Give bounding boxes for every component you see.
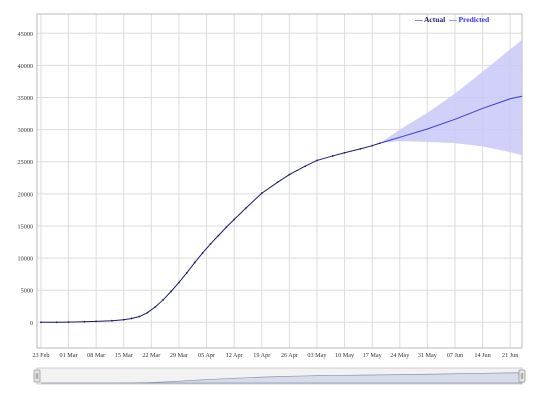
y-tick-label: 40000: [18, 63, 33, 70]
actual-point[interactable]: [162, 298, 165, 301]
y-tick-label: 35000: [18, 95, 33, 102]
actual-point[interactable]: [146, 311, 149, 314]
actual-point[interactable]: [185, 271, 188, 274]
x-tick-label: 31 May: [418, 352, 438, 359]
x-tick-label: 29 Mar: [170, 352, 188, 359]
actual-point[interactable]: [359, 147, 362, 150]
actual-point[interactable]: [343, 151, 346, 154]
x-tick-label: 07 Jun: [447, 352, 463, 359]
actual-point[interactable]: [316, 159, 318, 162]
actual-point[interactable]: [130, 317, 133, 320]
y-tick-label: 15000: [18, 223, 33, 230]
actual-point[interactable]: [154, 305, 157, 308]
plot-border: [36, 13, 523, 349]
actual-point[interactable]: [288, 173, 291, 176]
x-tick-label: 01 Mar: [60, 352, 78, 359]
x-tick-label: 05 Apr: [198, 352, 215, 359]
y-tick-label: 5000: [21, 288, 33, 295]
navigator-series: [40, 372, 523, 384]
y-tick-label: 20000: [18, 191, 33, 198]
actual-point[interactable]: [217, 234, 220, 237]
actual-point[interactable]: [201, 252, 204, 254]
navigator-left-handle[interactable]: [33, 369, 41, 383]
y-tick-label: 25000: [18, 159, 33, 166]
x-tick-label: 24 May: [390, 352, 410, 359]
y-tick-label: 30000: [18, 127, 33, 134]
actual-point[interactable]: [233, 218, 236, 221]
legend-item-actual[interactable]: — Actual: [415, 15, 446, 24]
x-tick-label: 22 Mar: [142, 352, 160, 359]
actual-series-line: [40, 142, 381, 323]
actual-point[interactable]: [55, 321, 58, 324]
actual-point[interactable]: [371, 144, 374, 147]
y-tick-label: 0: [30, 320, 33, 327]
actual-point[interactable]: [225, 226, 228, 229]
actual-point[interactable]: [67, 321, 70, 324]
actual-point[interactable]: [170, 290, 172, 293]
actual-point[interactable]: [276, 181, 279, 184]
actual-point[interactable]: [331, 155, 334, 157]
actual-point[interactable]: [260, 192, 263, 195]
x-tick-label: 19 Apr: [253, 352, 270, 359]
prediction-band: [380, 39, 522, 156]
actual-point[interactable]: [193, 261, 196, 264]
x-tick-label: 03 May: [307, 352, 327, 359]
x-tick-label: 10 May: [335, 352, 355, 359]
actual-point[interactable]: [83, 320, 86, 323]
x-tick-label: 21 Jun: [502, 352, 518, 359]
x-tick-label: 08 Mar: [87, 352, 105, 359]
actual-point[interactable]: [111, 319, 113, 322]
x-tick-label: 14 Jun: [474, 352, 490, 359]
actual-point[interactable]: [178, 281, 180, 284]
x-tick-label: 12 Apr: [226, 352, 243, 359]
x-tick-label: 15 Mar: [115, 352, 133, 359]
actual-point[interactable]: [95, 320, 98, 323]
actual-point[interactable]: [245, 207, 247, 209]
actual-point[interactable]: [40, 321, 42, 324]
predicted-series-line: [379, 95, 523, 144]
x-tick-label: 23 Feb: [32, 352, 49, 359]
actual-point[interactable]: [209, 243, 212, 245]
actual-point[interactable]: [304, 165, 307, 168]
x-tick-label: 17 May: [363, 352, 383, 359]
y-tick-label: 10000: [18, 256, 33, 263]
x-tick-label: 26 Apr: [281, 352, 298, 359]
navigator-right-handle[interactable]: [518, 369, 526, 383]
y-tick-label: 45000: [18, 31, 33, 38]
legend[interactable]: — Actual — Predicted: [415, 15, 489, 24]
actual-point[interactable]: [122, 318, 125, 321]
actual-point[interactable]: [138, 315, 141, 318]
legend-item-predicted[interactable]: — Predicted: [449, 15, 490, 24]
